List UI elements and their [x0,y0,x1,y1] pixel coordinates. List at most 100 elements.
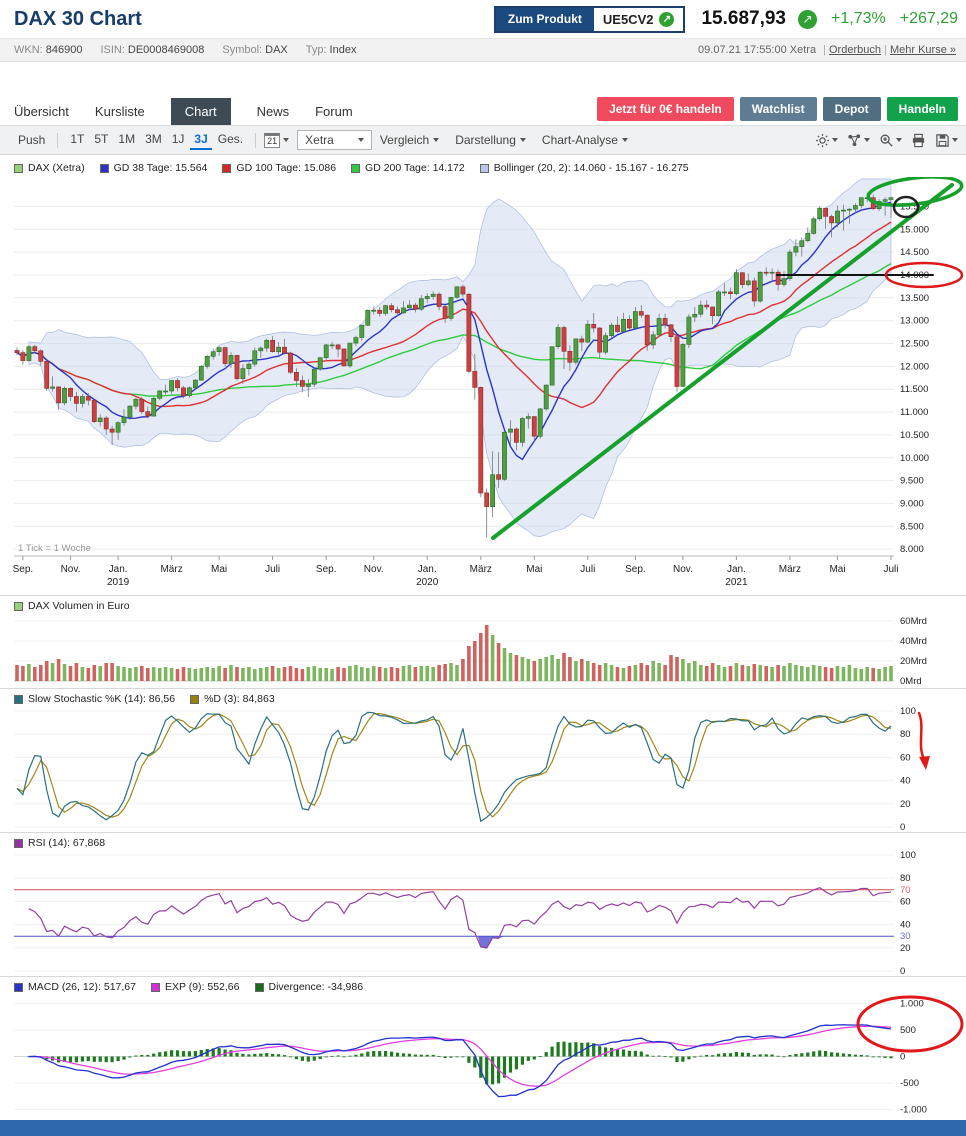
price-chart-panel: DAX (Xetra) GD 38 Tage: 15.564 GD 100 Tage… [0,155,966,595]
jetzt-fu-r-0-handeln-button[interactable]: Jetzt für 0€ handeln [597,97,734,121]
calendar-icon: 21 [264,132,281,148]
page-title: DAX 30 Chart [14,7,142,30]
svg-text:9.000: 9.000 [900,498,924,509]
svg-text:Juli: Juli [580,564,595,575]
depot-button[interactable]: Depot [822,97,881,121]
svg-text:Mai: Mai [829,564,845,575]
macd-panel: MACD (26, 12): 517,67 EXP (9): 552,66 Dive… [0,976,966,1120]
push-toggle[interactable]: Push [18,133,46,147]
svg-text:März: März [160,564,182,575]
svg-text:10.500: 10.500 [900,430,929,441]
chart-menus: Vergleich Darstellung Chart-Analyse [380,133,628,147]
meta-wkn: WKN: 846900 [14,44,83,56]
chevron-down-icon [621,138,628,142]
save-button[interactable] [935,133,958,148]
price-chart-legend: DAX (Xetra) GD 38 Tage: 15.564 GD 100 Tage… [0,155,966,177]
period-ges[interactable]: Ges. [217,132,244,146]
chart-analyse-menu[interactable]: Chart-Analyse [542,133,628,147]
legend-label: GD 100 Tage: 15.086 [236,162,337,174]
svg-text:März: März [779,564,801,575]
svg-text:15.500: 15.500 [900,201,929,212]
svg-text:Nov.: Nov. [673,564,693,575]
watchlist-button[interactable]: Watchlist [739,97,817,121]
svg-text:Nov.: Nov. [364,564,384,575]
legend-swatch [14,982,23,992]
period-buttons: 1T 5T 1M 3M 1J 3J Ges. [66,130,247,150]
svg-text:20: 20 [900,799,911,810]
product-code-box[interactable]: UE5CV2 ↗ [593,7,684,31]
svg-text:15.000: 15.000 [900,224,929,235]
product-code: UE5CV2 [602,11,654,27]
mehr-kurse-link[interactable]: Mehr Kurse » [889,44,956,56]
svg-text:1 Tick = 1 Woche: 1 Tick = 1 Woche [18,543,91,554]
tab-news[interactable]: News [256,104,290,119]
legend-swatch [14,838,23,848]
macd-legend: MACD (26, 12): 517,67 EXP (9): 552,66 Dive… [0,977,966,995]
svg-text:8.000: 8.000 [900,544,924,555]
svg-text:Juli: Juli [883,564,898,575]
legend-label: GD 200 Tage: 14.172 [365,162,465,174]
svg-text:1.000: 1.000 [900,999,924,1010]
exchange-select[interactable]: Xetra [297,130,372,150]
darstellung-menu[interactable]: Darstellung [455,133,526,147]
period-5t[interactable]: 5T [94,132,109,146]
calendar-picker[interactable]: 21 [264,132,290,148]
svg-text:Sep.: Sep. [13,564,34,575]
price-chart[interactable]: 8.000 8.500 9.000 9.500 10.000 10.500 11.000 11… [0,177,966,595]
vergleich-menu[interactable]: Vergleich [380,133,440,147]
legend-swatch [190,694,200,704]
svg-text:Mai: Mai [211,564,227,575]
svg-text:Sep.: Sep. [625,564,646,575]
meta-isin: ISIN: DE0008469008 [100,44,205,56]
orderbuch-link[interactable]: Orderbuch [829,44,881,56]
svg-text:0: 0 [900,1052,905,1063]
period-1m[interactable]: 1M [118,132,136,146]
legend-label: DAX Volumen in Euro [28,600,130,612]
tab-forum[interactable]: Forum [315,104,353,119]
period-1j[interactable]: 1J [171,132,185,146]
legend-swatch [222,163,232,173]
chevron-down-icon [433,138,440,142]
print-button[interactable] [911,133,926,148]
chart-tools-button[interactable] [847,133,870,148]
settings-button[interactable] [815,133,838,148]
legend-swatch [14,601,23,611]
svg-text:70: 70 [900,885,911,896]
svg-text:30: 30 [900,931,911,942]
zoom-button[interactable] [879,133,902,148]
legend-label: DAX (Xetra) [28,162,85,174]
stochastic-legend: Slow Stochastic %K (14): 86,56 %D (3): 84… [0,689,966,707]
handeln-button[interactable]: Handeln [886,97,958,121]
period-3m[interactable]: 3M [145,132,162,146]
legend-label: Bollinger (20, 2): 14.060 - 15.167 - 16.… [493,162,689,174]
legend-swatch [150,982,160,992]
tab-kursliste[interactable]: Kursliste [94,104,145,119]
legend-swatch [254,982,264,992]
svg-text:11.000: 11.000 [900,407,928,418]
svg-text:13.500: 13.500 [900,293,929,304]
svg-text:40: 40 [900,920,911,931]
instrument-identifiers: WKN: 846900 ISIN: DE0008469008 Symbol: DAX Typ… [14,44,356,56]
quote-meta: 09.07.21 17:55:00 Xetra | Orderbuch | Me… [698,44,956,56]
svg-text:0Mrd: 0Mrd [900,676,922,687]
chart-tools-icon [848,133,861,146]
svg-text:Sep.: Sep. [316,564,337,575]
volume-chart: 60Mrd 40Mrd 20Mrd 0Mrd [14,616,927,687]
zum-produkt-button[interactable]: Zum Produkt [495,7,594,31]
svg-text:14.500: 14.500 [900,247,929,258]
legend-label: MACD (26, 12): 517,67 [28,981,136,993]
svg-text:10.000: 10.000 [900,453,929,464]
divider [255,132,257,148]
svg-text:Jan.: Jan. [727,564,746,575]
legend-label: Slow Stochastic %K (14): 86,56 [28,693,176,705]
legend-label: EXP (9): 552,66 [164,981,240,993]
tab-chart[interactable]: Chart [170,98,231,125]
period-3j[interactable]: 3J [190,130,212,150]
period-1t[interactable]: 1T [70,132,85,146]
svg-text:40Mrd: 40Mrd [900,636,927,647]
zoom-icon [880,134,893,147]
tab-u-bersicht[interactable]: Übersicht [14,104,69,119]
svg-text:Jan.: Jan. [109,564,128,575]
legend-swatch [479,163,489,173]
